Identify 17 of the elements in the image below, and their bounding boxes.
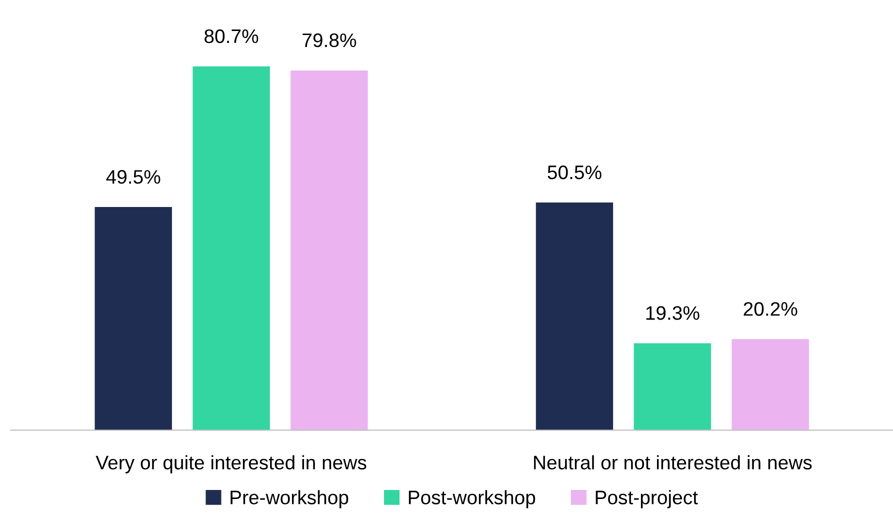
bar — [732, 339, 809, 430]
data-label: 80.7% — [204, 29, 258, 44]
data-label: 20.2% — [744, 302, 798, 316]
bar — [94, 207, 172, 430]
x-tick-label: Neutral or not interested in news — [534, 455, 812, 470]
legend-label: Post-project — [596, 490, 698, 508]
legend-label: Pre-workshop — [230, 490, 348, 508]
bar — [536, 202, 614, 430]
data-label: 19.3% — [646, 306, 700, 320]
bar — [192, 66, 270, 430]
legend-label: Post-workshop — [408, 490, 536, 508]
bar — [634, 343, 712, 430]
data-label: 50.5% — [548, 165, 602, 180]
bar — [290, 70, 368, 430]
x-tick-label: Very or quite interested in news — [96, 455, 366, 474]
data-label: 49.5% — [106, 170, 160, 184]
data-label: 79.8% — [302, 33, 356, 48]
